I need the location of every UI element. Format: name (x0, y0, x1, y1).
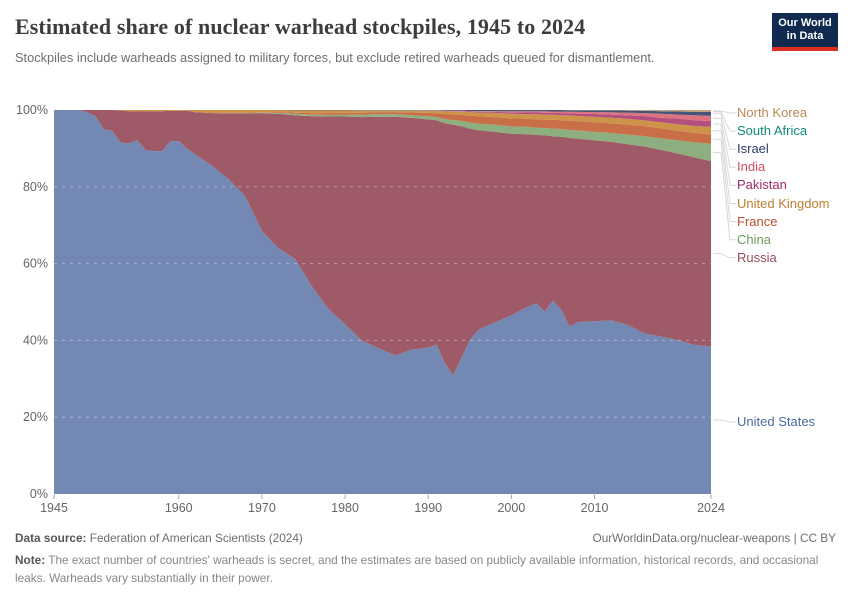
legend-connector-south-africa (713, 111, 736, 132)
area-north-korea[interactable] (54, 110, 711, 112)
gridlines (54, 186, 711, 418)
legend-item-israel[interactable]: Israel (737, 141, 769, 157)
legend-item-united-states[interactable]: United States (737, 414, 816, 429)
axes: 0% 20% 40% 60% 80% 100% 1945 1960 1970 1980 1990 20… (16, 103, 725, 515)
license-link[interactable]: OurWorldinData.org/nuclear-weapons | CC … (592, 531, 836, 545)
x-axis-label-2000: 2000 (497, 501, 525, 515)
y-axis-label-20: 20% (23, 410, 48, 424)
legend-item-north-korea[interactable]: North Korea (737, 105, 808, 120)
legend-connector-india (713, 117, 736, 168)
legend-item-france[interactable]: France (737, 213, 778, 229)
owid-logo-line1: Our World (778, 17, 832, 30)
legend-connector-france (713, 138, 736, 223)
legend-item-south-africa[interactable]: South Africa (737, 123, 808, 139)
legend-item-russia[interactable]: Russia (737, 249, 777, 265)
x-axis-label-1945: 1945 (40, 501, 68, 515)
legend-connector-israel (713, 113, 736, 150)
legend-item-pakistan[interactable]: Pakistan (737, 177, 787, 193)
legend-item-united-kingdom[interactable]: United Kingdom (737, 195, 830, 211)
page-title: Estimated share of nuclear warhead stock… (15, 14, 586, 39)
legend-connector-china (713, 151, 736, 241)
note-label: Note: (15, 553, 46, 567)
x-axis-label-2010: 2010 (581, 501, 609, 515)
footer-source-row: Data source: Federation of American Scie… (15, 531, 836, 545)
legend-connector-pakistan (713, 123, 736, 186)
area-france[interactable] (54, 110, 711, 144)
y-axis-label-100: 100% (16, 103, 48, 117)
area-russia[interactable] (54, 110, 711, 375)
owid-logo: Our World in Data (772, 13, 838, 51)
area-layers (54, 110, 711, 494)
legend-connector-united-kingdom (713, 130, 736, 204)
data-source: Data source: Federation of American Scie… (15, 531, 303, 545)
x-axis-label-1980: 1980 (331, 501, 359, 515)
area-china[interactable] (54, 110, 711, 162)
x-axis-label-2024: 2024 (697, 501, 725, 515)
x-axis-label-1990: 1990 (414, 501, 442, 515)
legend-connector-united-states (713, 419, 736, 423)
y-axis-label-40: 40% (23, 333, 48, 347)
y-axis-label-60: 60% (23, 257, 48, 271)
legend-connector-russia (713, 253, 736, 259)
x-axis-label-1960: 1960 (165, 501, 193, 515)
y-axis-label-0: 0% (30, 487, 48, 501)
data-source-text: Federation of American Scientists (2024) (89, 531, 303, 545)
legend-connector-lines (713, 110, 736, 423)
legend-item-india[interactable]: India (737, 159, 766, 175)
footer-note: Note: The exact number of countries' war… (15, 552, 836, 587)
data-source-label: Data source: (15, 531, 87, 545)
area-pakistan[interactable] (54, 110, 711, 127)
note-text: The exact number of countries' warheads … (15, 553, 819, 585)
y-axis-label-80: 80% (23, 180, 48, 194)
area-united-kingdom[interactable] (54, 110, 711, 135)
area-united-states[interactable] (54, 110, 711, 494)
owid-logo-line2: in Data (786, 30, 824, 42)
page-subtitle: Stockpiles include warheads assigned to … (15, 50, 655, 65)
x-axis-label-1970: 1970 (248, 501, 276, 515)
legend-connector-north-korea (713, 110, 736, 114)
legend-item-china[interactable]: China (737, 231, 771, 247)
